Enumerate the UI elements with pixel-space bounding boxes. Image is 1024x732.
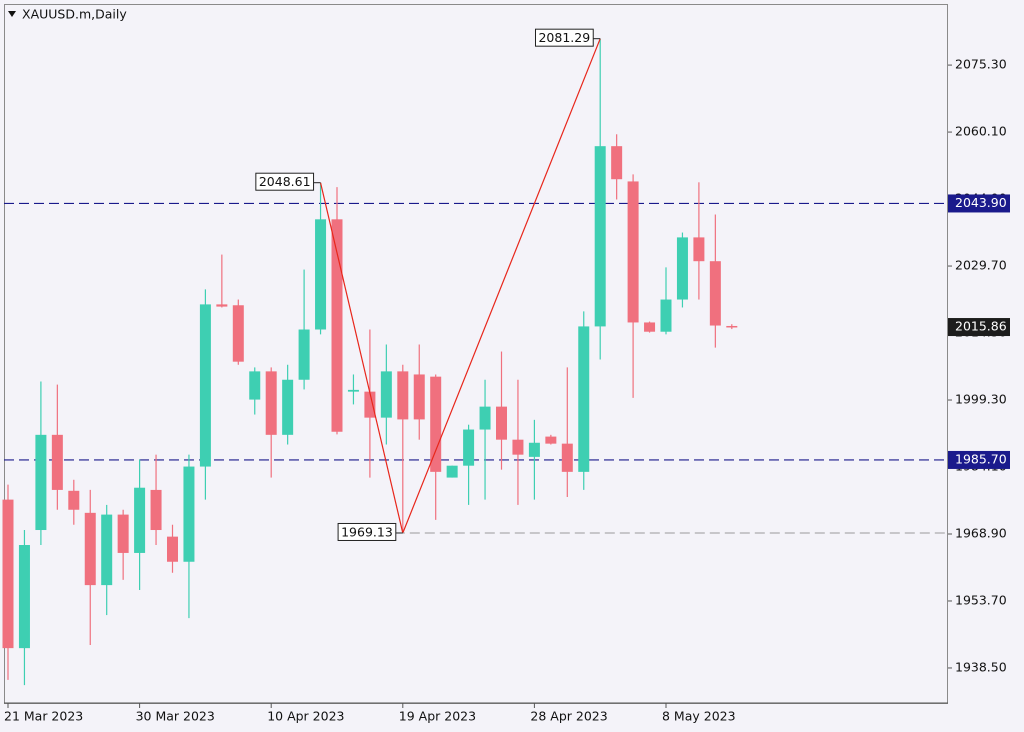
- zigzag-label-box: [337, 522, 397, 541]
- price-label: 2043.90: [955, 195, 1007, 210]
- y-tick-label: 1938.50: [955, 659, 1007, 674]
- candle-body: [512, 439, 524, 455]
- chart-title: XAUUSD.m,Daily: [22, 7, 127, 22]
- x-tick-label: 21 Mar 2023: [4, 709, 83, 724]
- y-tick-label: 2060.10: [955, 124, 1007, 139]
- zigzag-segment: [319, 182, 404, 534]
- candle-body: [150, 489, 162, 531]
- y-tick-label: 1999.30: [955, 392, 1007, 407]
- candle-body: [18, 545, 30, 649]
- candle-body: [315, 219, 327, 330]
- candle-body: [413, 374, 425, 420]
- y-tick-label: 1968.90: [955, 525, 1007, 540]
- candle-body: [397, 371, 409, 420]
- candle-body: [528, 442, 540, 457]
- candle-body: [709, 261, 721, 326]
- candle-body: [249, 371, 261, 400]
- price-label-box: [948, 450, 1010, 469]
- candle-body: [331, 219, 343, 432]
- price-label-box: [948, 194, 1010, 213]
- x-tick-label: 30 Mar 2023: [136, 709, 215, 724]
- zigzag-label-box: [534, 28, 594, 47]
- candle-body: [594, 146, 606, 327]
- zigzag-label-box: [255, 172, 315, 191]
- candle-body: [117, 514, 129, 553]
- candle-body: [2, 499, 14, 649]
- x-tick-label: 8 May 2023: [662, 709, 736, 724]
- candle-body: [611, 146, 623, 180]
- candle-body: [51, 434, 63, 490]
- candle-body: [134, 487, 146, 553]
- candle-body: [496, 406, 507, 440]
- zigzag-label: 1969.13: [341, 524, 393, 539]
- zigzag-segment: [402, 38, 601, 534]
- price-label: 1985.70: [955, 451, 1007, 466]
- menu-arrow[interactable]: [8, 11, 16, 17]
- candle-body: [364, 391, 376, 418]
- candle-body: [84, 512, 96, 586]
- candle-body: [216, 304, 228, 307]
- candle-body: [676, 237, 688, 300]
- candle-body: [298, 329, 310, 380]
- candle-body: [561, 443, 573, 472]
- candle-body: [627, 181, 639, 323]
- price-label: 2015.86: [955, 319, 1007, 334]
- candle-body: [430, 376, 442, 472]
- candle-body: [199, 304, 211, 467]
- candle-body: [380, 371, 392, 418]
- x-tick-label: 10 Apr 2023: [267, 709, 344, 724]
- candle-body: [282, 379, 294, 435]
- candle-body: [232, 305, 244, 362]
- candle-body: [463, 429, 475, 466]
- zigzag-label: 2081.29: [538, 30, 590, 45]
- candle-body: [167, 536, 178, 562]
- candle-body: [660, 299, 672, 332]
- candle-body: [101, 514, 113, 586]
- y-tick-label: 2029.70: [955, 258, 1007, 273]
- candle-body: [726, 325, 738, 328]
- x-tick-label: 19 Apr 2023: [399, 709, 476, 724]
- zigzag-label: 2048.61: [259, 174, 311, 189]
- candle-body: [479, 406, 491, 430]
- candle-body: [644, 322, 656, 332]
- candle-body: [578, 326, 590, 472]
- candle-body: [347, 389, 359, 392]
- candle-body: [183, 466, 195, 562]
- candle-body: [545, 436, 557, 444]
- price-label-box: [948, 318, 1010, 337]
- candle-body: [693, 237, 705, 262]
- candle-body: [68, 490, 80, 510]
- x-tick-label: 28 Apr 2023: [530, 709, 607, 724]
- candle-body: [35, 434, 47, 531]
- y-tick-label: 1953.70: [955, 592, 1007, 607]
- y-tick-label: 2075.30: [955, 57, 1007, 72]
- candle-body: [265, 371, 277, 435]
- candle-body: [446, 465, 458, 478]
